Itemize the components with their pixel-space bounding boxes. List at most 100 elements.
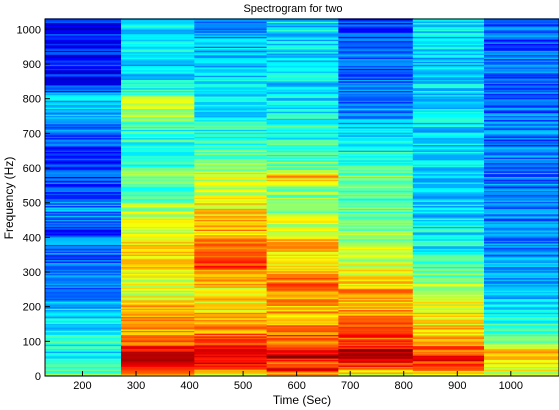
- heatmap-cell: [121, 206, 195, 209]
- heatmap-cell: [484, 19, 559, 22]
- heatmap-cell: [266, 52, 340, 55]
- heatmap-cell: [194, 201, 268, 204]
- heatmap-cell: [266, 260, 340, 263]
- heatmap-cell: [484, 100, 559, 103]
- heatmap-cell: [45, 108, 122, 111]
- heatmap-cell: [194, 98, 268, 101]
- heatmap-cell: [266, 195, 340, 198]
- heatmap-cell: [121, 150, 195, 153]
- heatmap-cell: [45, 82, 122, 85]
- heatmap-cell: [412, 104, 485, 107]
- heatmap-cell: [484, 302, 559, 305]
- heatmap-cell: [484, 335, 559, 338]
- heatmap-cell: [194, 101, 268, 104]
- heatmap-cell: [412, 276, 485, 279]
- heatmap-cell: [412, 199, 485, 202]
- heatmap-cell: [194, 62, 268, 65]
- heatmap-cell: [45, 217, 122, 220]
- heatmap-cell: [412, 180, 485, 183]
- heatmap-cell: [412, 269, 485, 272]
- heatmap-cell: [266, 104, 340, 107]
- heatmap-cell: [412, 73, 485, 76]
- heatmap-cell: [194, 47, 268, 50]
- heatmap-cell: [338, 101, 414, 104]
- heatmap-cell: [338, 186, 414, 189]
- heatmap-cell: [266, 294, 340, 297]
- heatmap-cell: [338, 274, 414, 277]
- heatmap-cell: [121, 94, 195, 97]
- heatmap-cell: [121, 187, 195, 190]
- heatmap-cell: [194, 44, 268, 47]
- heatmap-cell: [194, 73, 268, 76]
- heatmap-cell: [338, 30, 414, 33]
- heatmap-cell: [484, 323, 559, 326]
- heatmap-cell: [121, 98, 195, 101]
- heatmap-cell: [338, 346, 414, 349]
- heatmap-cell: [484, 159, 559, 162]
- heatmap-cell: [266, 342, 340, 345]
- heatmap-cell: [266, 341, 340, 344]
- heatmap-cell: [338, 46, 414, 49]
- heatmap-cell: [484, 234, 559, 237]
- heatmap-cell: [121, 321, 195, 324]
- heatmap-cell: [266, 66, 340, 69]
- heatmap-cell: [45, 235, 122, 238]
- heatmap-cell: [121, 199, 195, 202]
- heatmap-cell: [45, 233, 122, 236]
- heatmap-cell: [194, 292, 268, 295]
- heatmap-cell: [266, 29, 340, 32]
- heatmap-cell: [338, 334, 414, 337]
- heatmap-cell: [194, 337, 268, 340]
- heatmap-cell: [266, 40, 340, 43]
- heatmap-cell: [266, 156, 340, 159]
- heatmap-cell: [266, 190, 340, 193]
- heatmap-cell: [338, 309, 414, 312]
- heatmap-cell: [45, 122, 122, 125]
- heatmap-cell: [45, 270, 122, 273]
- heatmap-cell: [484, 98, 559, 101]
- heatmap-cell: [121, 134, 195, 137]
- heatmap-cell: [412, 72, 485, 75]
- heatmap-cell: [338, 174, 414, 177]
- heatmap-cell: [266, 86, 340, 89]
- heatmap-cell: [121, 263, 195, 266]
- heatmap-cell: [412, 144, 485, 147]
- heatmap-cell: [194, 59, 268, 62]
- heatmap-cell: [194, 107, 268, 110]
- heatmap-cell: [338, 244, 414, 247]
- heatmap-cell: [194, 169, 268, 172]
- heatmap-cell: [194, 296, 268, 299]
- heatmap-cell: [338, 230, 414, 233]
- heatmap-cell: [194, 58, 268, 61]
- heatmap-cell: [194, 104, 268, 107]
- heatmap-cell: [45, 22, 122, 25]
- heatmap-cell: [45, 308, 122, 311]
- heatmap-cell: [484, 172, 559, 175]
- heatmap-cell: [412, 89, 485, 91]
- heatmap-cell: [412, 26, 485, 29]
- heatmap-cell: [412, 281, 485, 284]
- heatmap-cell: [266, 357, 340, 360]
- heatmap-cell: [338, 294, 414, 297]
- heatmap-cell: [338, 327, 414, 330]
- heatmap-cell: [45, 199, 122, 202]
- heatmap-cell: [194, 209, 268, 212]
- heatmap-cell: [266, 123, 340, 126]
- heatmap-cell: [484, 61, 559, 64]
- heatmap-cell: [45, 349, 122, 352]
- heatmap-cell: [45, 115, 122, 118]
- heatmap-cell: [45, 346, 122, 349]
- heatmap-cell: [121, 97, 195, 100]
- heatmap-cell: [121, 331, 195, 334]
- heatmap-cell: [45, 310, 122, 313]
- heatmap-cell: [194, 348, 268, 351]
- heatmap-cell: [121, 309, 195, 312]
- heatmap-cell: [484, 89, 559, 91]
- heatmap-cell: [266, 75, 340, 78]
- heatmap-cell: [338, 272, 414, 275]
- heatmap-cell: [121, 145, 195, 148]
- heatmap-cell: [45, 223, 122, 226]
- heatmap-cell: [412, 260, 485, 263]
- heatmap-cell: [121, 48, 195, 51]
- heatmap-cell: [266, 327, 340, 330]
